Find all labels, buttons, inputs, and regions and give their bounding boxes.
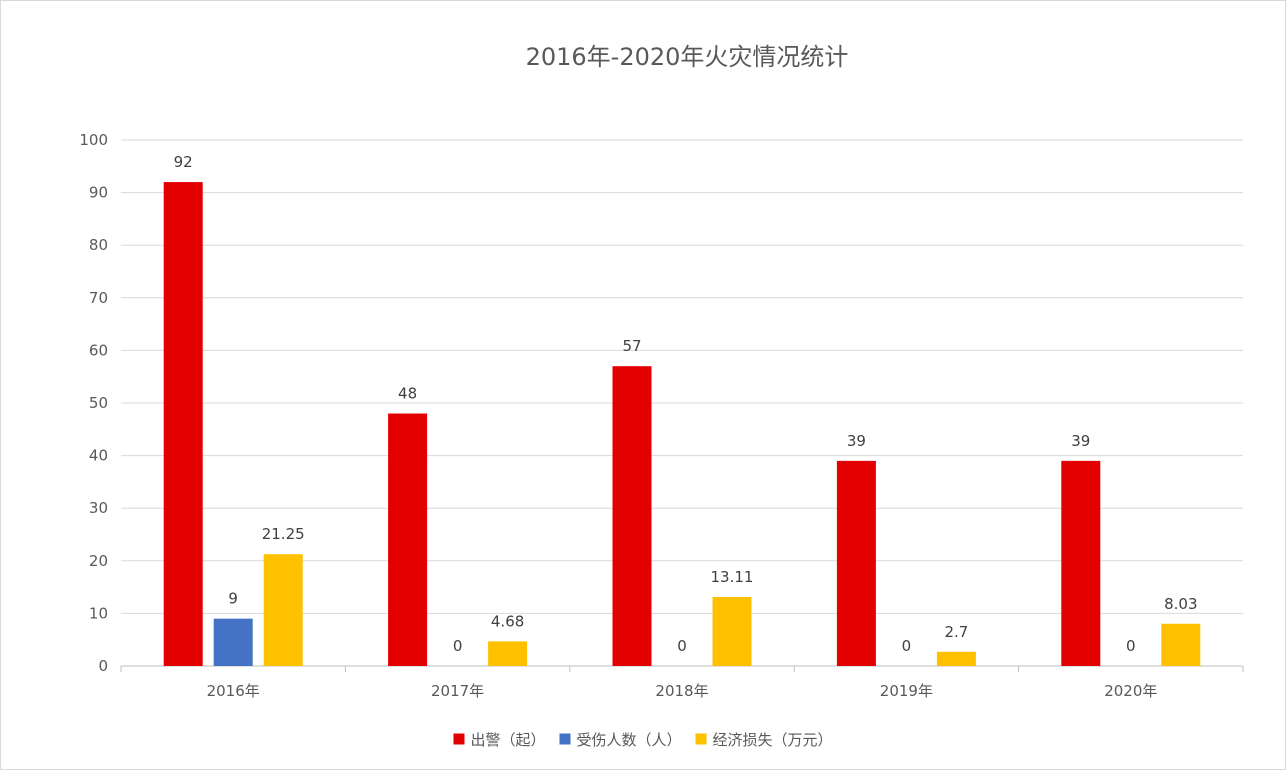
y-tick-label: 10 [89, 604, 108, 622]
y-tick-label: 60 [89, 341, 108, 359]
legend-label: 出警（起） [470, 731, 545, 749]
y-tick-label: 40 [89, 447, 108, 465]
data-label: 13.11 [711, 568, 754, 586]
legend-swatch [453, 733, 465, 745]
x-tick-label: 2016年 [207, 682, 260, 700]
data-label: 0 [677, 637, 687, 655]
legend-swatch [559, 733, 571, 745]
legend-swatch [695, 733, 707, 745]
data-label: 48 [398, 385, 417, 403]
chart-title: 2016年-2020年火灾情况统计 [526, 43, 849, 71]
data-label: 0 [902, 637, 912, 655]
y-tick-label: 80 [89, 236, 108, 254]
data-label: 57 [622, 337, 641, 355]
legend: 出警（起） 受伤人数（人） 经济损失（万元） [453, 731, 833, 749]
bar [488, 641, 528, 666]
bar [213, 618, 253, 666]
y-tick-label: 70 [89, 289, 108, 307]
legend-label: 受伤人数（人） [576, 731, 681, 749]
bar [1061, 460, 1101, 666]
data-label: 21.25 [262, 525, 305, 543]
legend-item: 出警（起） [453, 731, 545, 749]
data-label: 8.03 [1164, 595, 1197, 613]
y-tick-label: 90 [89, 184, 108, 202]
bars [163, 182, 1201, 666]
bar [1161, 623, 1201, 666]
data-labels: 92 9 21.25 48 0 4.68 57 0 13.11 39 0 2.7 39 0 8.03 [174, 153, 1198, 655]
bar [612, 366, 652, 666]
legend-item: 经济损失（万元） [695, 731, 833, 749]
bar [163, 182, 203, 666]
data-label: 39 [847, 432, 866, 450]
y-tick-label: 0 [98, 657, 108, 675]
bar [936, 651, 976, 666]
bar [712, 597, 752, 666]
y-tick-label: 50 [89, 394, 108, 412]
y-tick-label: 20 [89, 552, 108, 570]
data-label: 0 [1126, 637, 1136, 655]
data-label: 92 [174, 153, 193, 171]
x-tick-label: 2019年 [880, 682, 933, 700]
data-label: 39 [1071, 432, 1090, 450]
x-tick-label: 2018年 [655, 682, 708, 700]
data-label: 0 [453, 637, 463, 655]
x-tick-label: 2017年 [431, 682, 484, 700]
x-tick-label: 2020年 [1104, 682, 1157, 700]
data-label: 9 [228, 590, 238, 608]
y-tick-label: 30 [89, 499, 108, 517]
data-label: 2.7 [944, 623, 968, 641]
bar [836, 460, 876, 666]
legend-item: 受伤人数（人） [559, 731, 682, 749]
y-tick-label: 100 [79, 131, 108, 149]
grid-lines [121, 139, 1243, 614]
bar [388, 413, 428, 666]
data-label: 4.68 [491, 612, 524, 630]
legend-label: 经济损失（万元） [713, 731, 833, 749]
bar [263, 554, 303, 666]
